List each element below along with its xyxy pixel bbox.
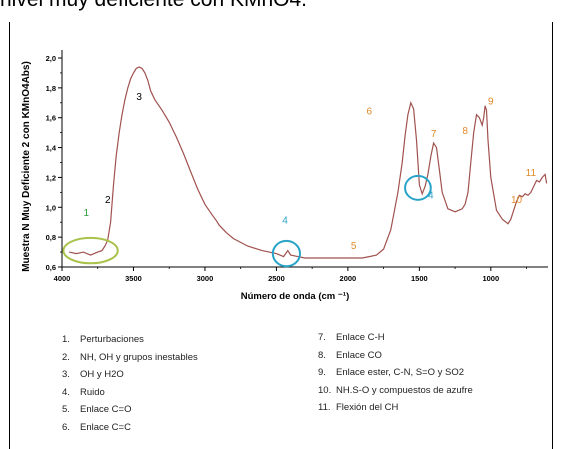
peak-annotation: 7 [431, 129, 437, 140]
y-axis-label: Muestra N Muy Deficiente 2 con KMnO4Abs) [21, 61, 32, 272]
peak-annotations: 1 2 3 4 5 6 4 7 8 9 10 11 [84, 92, 537, 252]
highlight-circle [404, 174, 432, 201]
peak-annotation: 5 [351, 241, 357, 252]
chart-series [68, 66, 548, 259]
y-tick-label: 1,8 [46, 84, 56, 93]
peak-annotation: 9 [488, 96, 494, 107]
y-tick-label: 0,6 [46, 263, 56, 272]
x-tick-label: 4000 [54, 274, 71, 283]
x-tick-label: 2000 [340, 274, 357, 283]
page-title: nivel muy deficiente con KMnO4. [0, 0, 562, 12]
peak-annotation: 4 [282, 216, 288, 227]
peak-annotation: 1 [84, 208, 90, 219]
highlight-circle [62, 236, 119, 265]
chart-axes [61, 50, 548, 268]
highlight-circle [271, 239, 301, 268]
y-tick-label: 1,0 [46, 203, 56, 212]
peak-annotation: 3 [136, 92, 142, 103]
highlight-circles [62, 174, 432, 268]
y-tick-label: 0,8 [46, 233, 56, 242]
x-tick-label: 3500 [125, 274, 142, 283]
y-tick-label: 2,0 [46, 54, 56, 63]
peak-annotation: 4 [428, 190, 434, 201]
x-tick-label: 2500 [268, 274, 285, 283]
peak-annotation: 8 [462, 126, 468, 137]
y-tick-label: 1,2 [46, 173, 56, 182]
figure-frame [9, 22, 553, 449]
x-tick-label: 1000 [482, 274, 499, 283]
peak-annotation: 6 [367, 107, 373, 118]
y-tick-label: 1,4 [46, 144, 57, 153]
peak-annotation: 11 [526, 168, 537, 179]
x-tick-label: 3000 [197, 274, 214, 283]
y-tick-label: 1,6 [46, 114, 56, 123]
chart-ticks: 4000 3500 3000 2500 2000 1500 1000 0,6 0,8 1,0 1,2… [46, 54, 527, 283]
spectrum-line [68, 66, 548, 259]
x-tick-label: 1500 [411, 274, 428, 283]
peak-annotation: 10 [511, 195, 523, 206]
x-axis-label: Número de onda (cm ⁻¹) [241, 291, 349, 302]
peak-annotation: 2 [105, 195, 111, 206]
